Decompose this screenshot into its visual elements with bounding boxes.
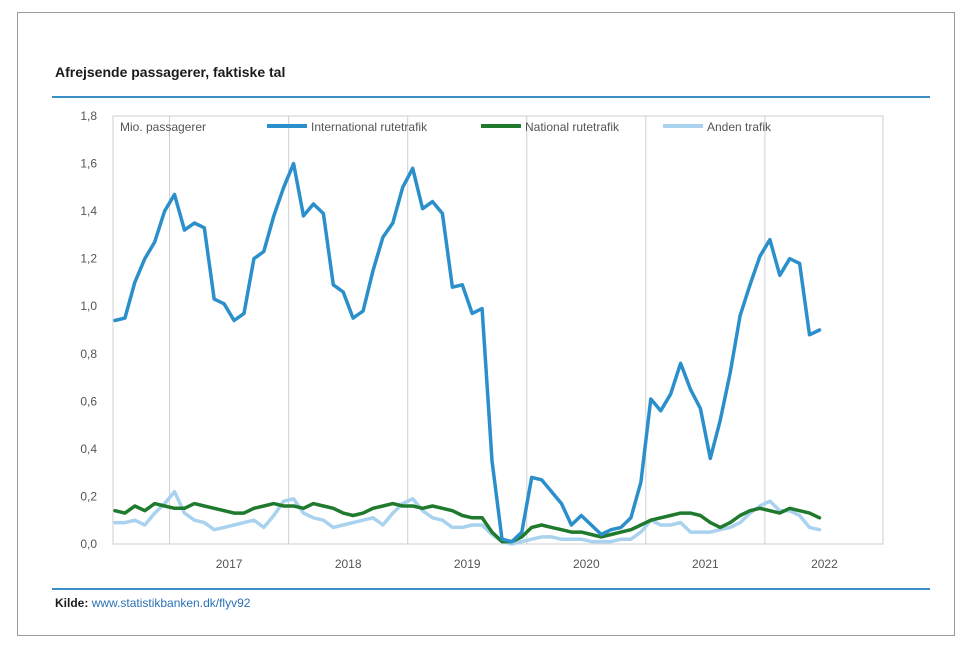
y-tick-label: 0,8 [80, 347, 97, 361]
legend-label: National rutetrafik [525, 120, 620, 134]
y-axis: 0,0 0,2 0,4 0,6 0,8 1,0 1,2 1,4 1,6 1,8 [80, 109, 97, 551]
series-line [113, 501, 822, 544]
x-axis: 2017 2018 2019 2020 2021 2022 [216, 557, 838, 571]
y-tick-label: 1,4 [80, 204, 97, 218]
x-tick-label: 2019 [454, 557, 481, 571]
y-tick-label: 0,2 [80, 489, 97, 503]
source-note: Kilde: www.statistikbanken.dk/flyv92 [55, 596, 250, 610]
x-tick-label: 2017 [216, 557, 243, 571]
figure-title: Afrejsende passagerer, faktiske tal [55, 64, 286, 80]
x-tick-label: 2021 [692, 557, 719, 571]
title-rule [52, 96, 930, 98]
x-tick-label: 2018 [335, 557, 362, 571]
series-line [113, 161, 822, 544]
series-lines [113, 161, 822, 546]
y-tick-label: 1,8 [80, 109, 97, 123]
y-axis-label: Mio. passagerer [120, 120, 206, 134]
source-rule [52, 588, 930, 590]
y-tick-label: 0,6 [80, 394, 97, 408]
gridlines [169, 116, 766, 544]
x-tick-label: 2020 [573, 557, 600, 571]
source-label: Kilde: [55, 596, 89, 610]
source-link[interactable]: www.statistikbanken.dk/flyv92 [91, 596, 251, 610]
legend-label: Anden trafik [707, 120, 772, 134]
plot-area [112, 115, 884, 545]
x-tick-label: 2022 [811, 557, 838, 571]
y-tick-label: 1,6 [80, 157, 97, 171]
y-tick-label: 1,0 [80, 299, 97, 313]
legend: International rutetrafik National rutetra… [267, 120, 772, 134]
series-line [113, 489, 822, 546]
legend-label: International rutetrafik [311, 120, 428, 134]
y-tick-label: 0,0 [80, 537, 97, 551]
y-tick-label: 1,2 [80, 252, 97, 266]
y-tick-label: 0,4 [80, 442, 97, 456]
